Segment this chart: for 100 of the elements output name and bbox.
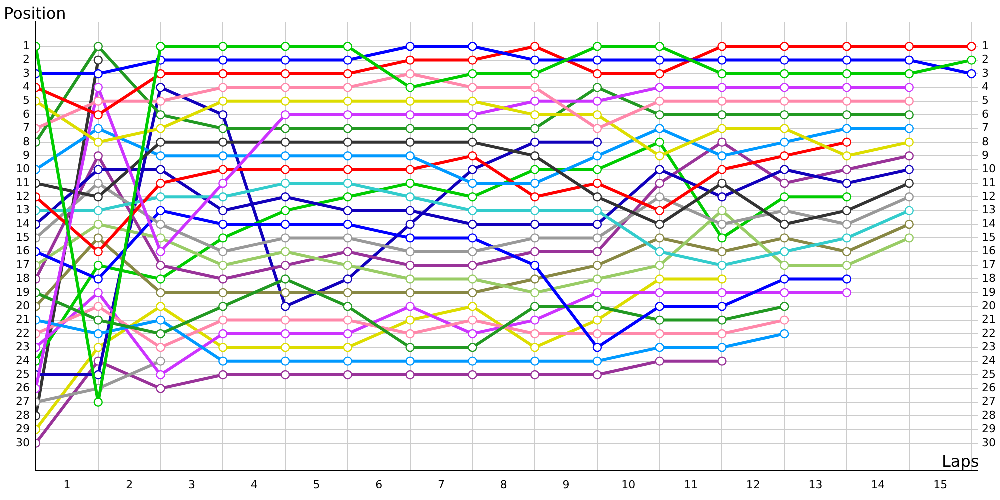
point [343, 178, 353, 188]
y-tick-label: 10 [16, 162, 30, 176]
y-tick-label: 13 [16, 204, 30, 217]
point [655, 274, 664, 284]
point [904, 69, 914, 79]
point [156, 124, 166, 134]
point [94, 247, 103, 256]
point [406, 220, 415, 230]
point [218, 316, 228, 325]
point [655, 316, 664, 325]
point [218, 110, 228, 120]
point [530, 316, 540, 325]
point [156, 288, 166, 298]
point [842, 83, 852, 92]
point [904, 206, 914, 216]
point [94, 206, 103, 216]
point [156, 42, 166, 52]
point [468, 316, 478, 325]
x-tick-label: 8 [500, 478, 508, 492]
point [406, 370, 415, 380]
point [718, 288, 727, 298]
y-tick-label: 28 [16, 408, 30, 422]
point [842, 56, 852, 65]
point [156, 343, 166, 352]
point [655, 192, 664, 202]
point [842, 178, 852, 188]
point [156, 302, 166, 312]
point [592, 42, 602, 52]
point [156, 247, 166, 256]
point [156, 138, 166, 148]
y-tick-label: 25 [16, 368, 30, 381]
point [718, 165, 727, 174]
point [406, 356, 415, 366]
y2-tick-label: 28 [982, 408, 996, 422]
point [468, 83, 478, 92]
point [218, 178, 228, 188]
point [904, 110, 914, 120]
point [280, 329, 290, 339]
y-tick-label: 3 [22, 66, 30, 80]
x-tick-label: 1 [64, 478, 71, 492]
point [592, 356, 602, 366]
point [530, 247, 540, 256]
point [842, 274, 852, 284]
point [218, 220, 228, 230]
y-tick-label: 7 [22, 122, 30, 135]
y2-tick-label: 2 [982, 53, 990, 66]
point [718, 192, 727, 202]
point [780, 178, 790, 188]
y2-tick-label: 27 [982, 395, 996, 408]
y-tick-label: 8 [22, 135, 30, 148]
point [655, 96, 664, 106]
point [718, 260, 727, 270]
point [468, 206, 478, 216]
point [406, 165, 415, 174]
point [780, 192, 790, 202]
point [468, 220, 478, 230]
point [530, 206, 540, 216]
y2-tick-label: 29 [982, 422, 996, 436]
point [94, 83, 103, 92]
point [218, 56, 228, 65]
y2-tick-label: 16 [982, 244, 996, 258]
point [780, 56, 790, 65]
y2-tick-label: 24 [982, 354, 996, 368]
point [218, 274, 228, 284]
point [468, 96, 478, 106]
y-tick-label: 29 [16, 422, 30, 436]
point [406, 343, 415, 352]
point [655, 178, 664, 188]
point [156, 316, 166, 325]
point [592, 206, 602, 216]
point [967, 42, 976, 52]
point [343, 42, 353, 52]
y-tick-label: 9 [22, 148, 30, 162]
point [280, 69, 290, 79]
point [592, 151, 602, 161]
y-tick-label: 6 [22, 108, 30, 121]
point [94, 260, 103, 270]
point [218, 302, 228, 312]
x-tick-label: 10 [622, 478, 636, 492]
point [718, 234, 727, 243]
point [468, 234, 478, 243]
point [280, 206, 290, 216]
point [218, 343, 228, 352]
y-tick-label: 12 [16, 190, 30, 203]
point [406, 192, 415, 202]
point [718, 83, 727, 92]
point [468, 288, 478, 298]
point [406, 316, 415, 325]
point [780, 42, 790, 52]
point [655, 124, 664, 134]
point [718, 138, 727, 148]
point [343, 247, 353, 256]
point [94, 329, 103, 339]
point [530, 302, 540, 312]
point [718, 329, 727, 339]
point [904, 96, 914, 106]
point [343, 124, 353, 134]
point [592, 329, 602, 339]
point [904, 124, 914, 134]
y-tick-label: 22 [16, 326, 30, 340]
